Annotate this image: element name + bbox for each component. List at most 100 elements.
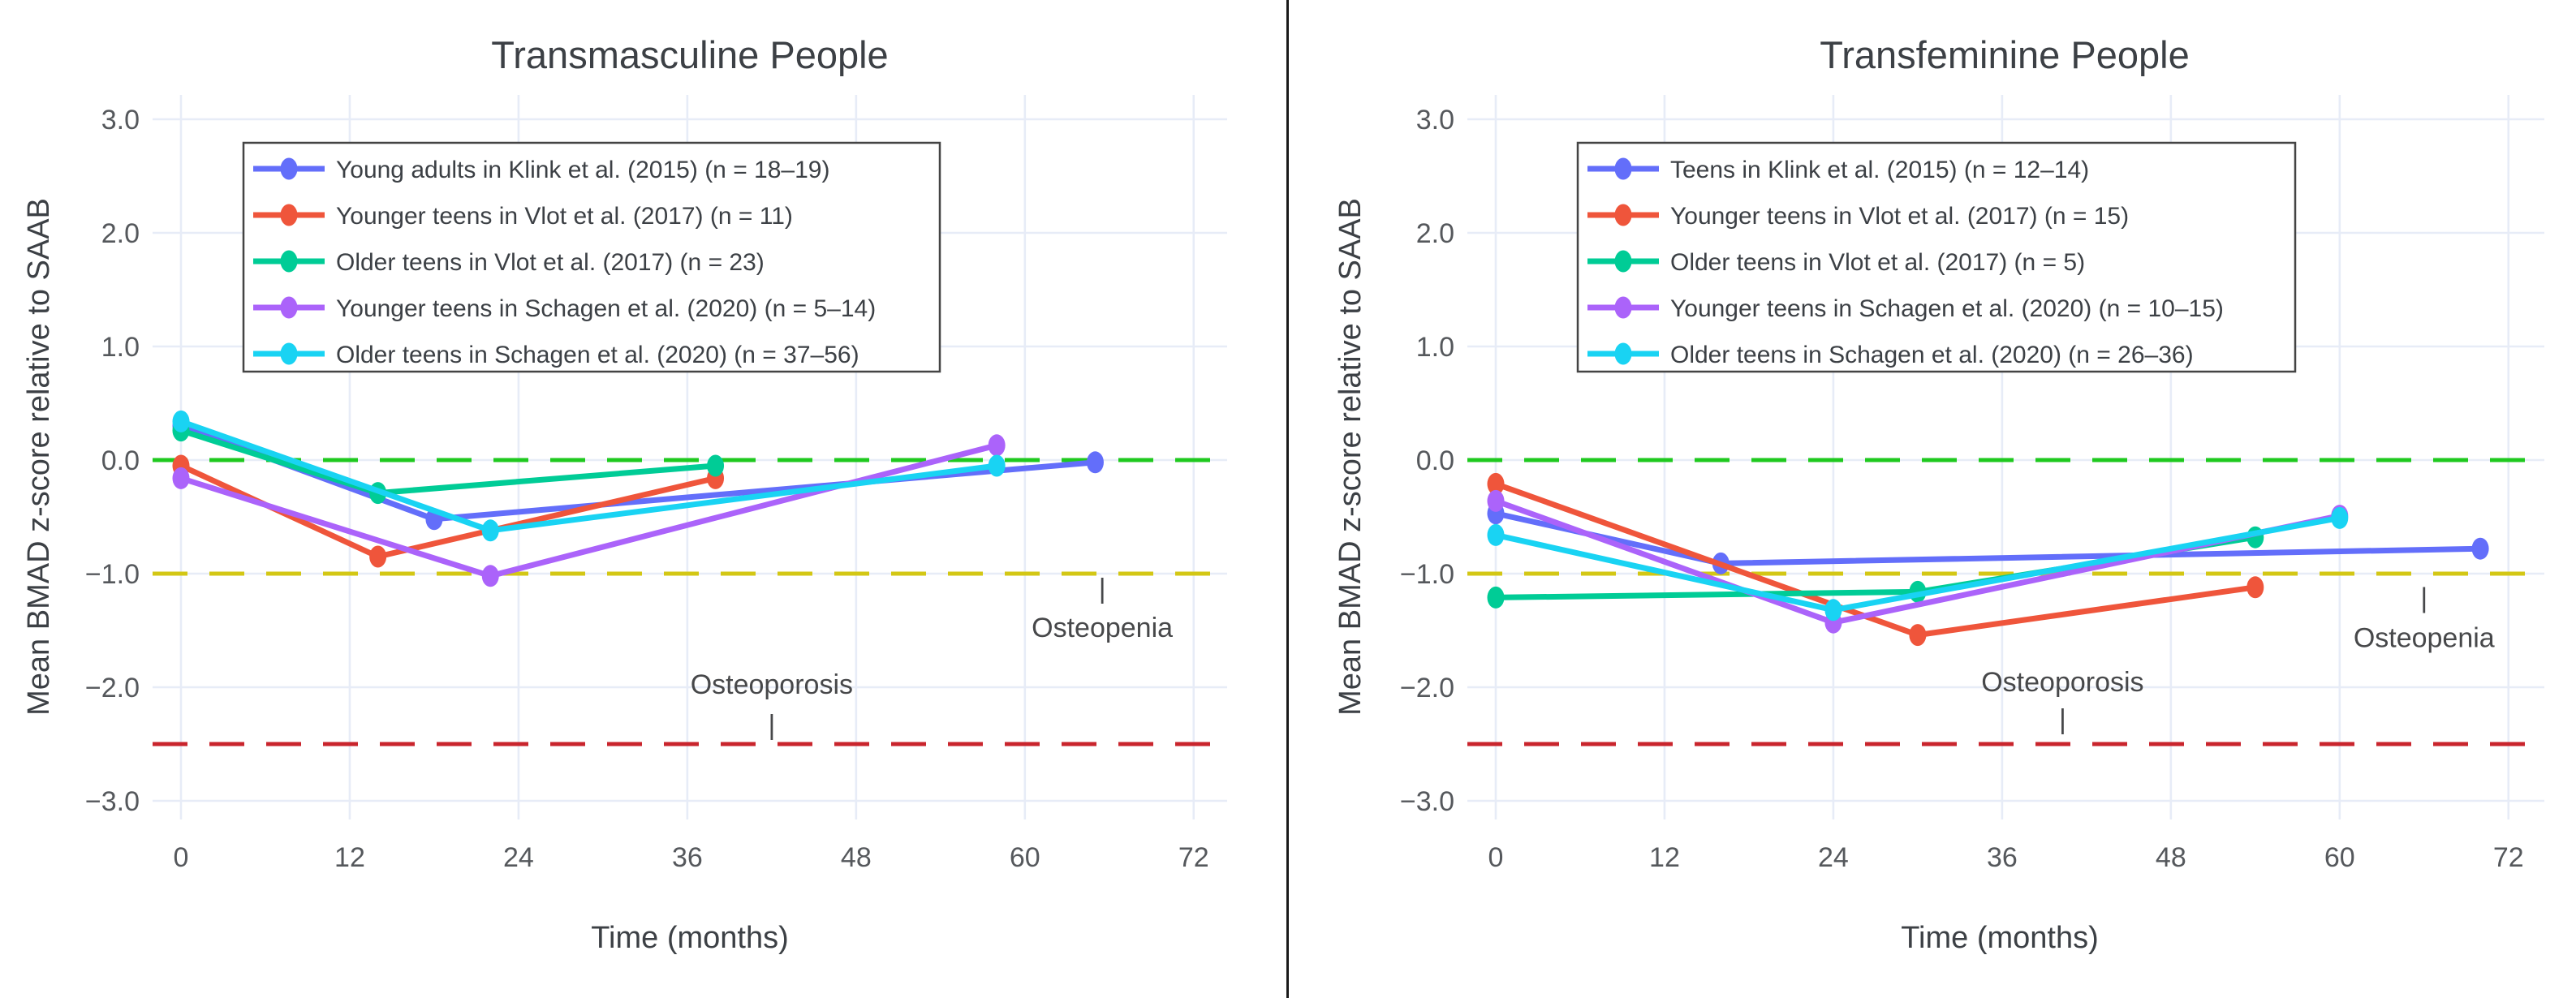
annotation-tick: |: [2059, 704, 2066, 735]
legend-item-label: Younger teens in Schagen et al. (2020) (…: [1670, 295, 2224, 322]
y-tick-label: 0.0: [1416, 445, 1454, 476]
legend-box: [1576, 141, 2297, 373]
legend-item-label: Younger teens in Vlot et al. (2017) (n =…: [1670, 203, 2129, 230]
legend-item-label: Teens in Klink et al. (2015) (n = 12–14): [1670, 157, 2089, 183]
chart-panel-transfeminine: 3.0 2.0 1.0 0.0 −1.0 −2.0 −3.0 0 12 24 36 48 60 72 Tra…: [1288, 0, 2576, 998]
x-tick-label: 60: [1010, 842, 1040, 873]
legend-marker: [1614, 204, 1632, 226]
y-tick-label: −3.0: [1400, 786, 1454, 817]
data-point-marker: [172, 410, 190, 432]
legend-marker: [1614, 342, 1632, 365]
y-axis-title: Mean BMAD z-score relative to SAAB: [22, 198, 56, 716]
y-tick-label: 0.0: [101, 445, 140, 476]
annotation-label: Osteoporosis: [691, 669, 853, 700]
legend-marker: [280, 296, 298, 319]
annotation-tick: |: [2420, 583, 2427, 613]
x-tick-label: 48: [2156, 842, 2186, 873]
y-tick-label: 2.0: [101, 218, 140, 249]
legend-item-0[interactable]: Young adults in Klink et al. (2015) (n =…: [253, 157, 829, 183]
data-point-marker: [1086, 451, 1104, 474]
legend-marker: [280, 204, 298, 226]
x-tick-label: 72: [1178, 842, 1209, 873]
legend-item-3[interactable]: Younger teens in Schagen et al. (2020) (…: [253, 295, 876, 322]
x-tick-label: 60: [2324, 842, 2355, 873]
legend-item-2[interactable]: Older teens in Vlot et al. (2017) (n = 2…: [253, 249, 765, 276]
y-tick-label: −3.0: [85, 786, 140, 817]
x-tick-label: 24: [1818, 842, 1849, 873]
legend-item-3[interactable]: Younger teens in Schagen et al. (2020) (…: [1587, 295, 2224, 322]
legend-item-label: Younger teens in Vlot et al. (2017) (n =…: [336, 203, 793, 230]
legend-item-label: Older teens in Schagen et al. (2020) (n …: [336, 342, 859, 368]
data-point-marker: [369, 545, 387, 568]
annotation-label: Osteoporosis: [1981, 667, 2143, 698]
x-tick-label: 12: [1649, 842, 1680, 873]
y-tick-label: 3.0: [1416, 105, 1454, 136]
annotation-tick: |: [768, 710, 775, 741]
legend-item-2[interactable]: Older teens in Vlot et al. (2017) (n = 5…: [1587, 249, 2085, 276]
legend: Young adults in Klink et al. (2015) (n =…: [242, 141, 941, 373]
x-tick-label: 72: [2493, 842, 2524, 873]
data-point-marker: [988, 434, 1006, 457]
y-axis-title: Mean BMAD z-score relative to SAAB: [1333, 198, 1368, 716]
x-axis-title: Time (months): [591, 921, 789, 955]
series-4: [172, 410, 1006, 542]
legend-marker: [280, 250, 298, 273]
annotation-label: Osteopenia: [1032, 613, 1173, 643]
y-tick-label: −2.0: [85, 673, 140, 703]
legend-box: [242, 141, 941, 373]
annotation-tick: |: [1099, 574, 1106, 604]
y-tick-label: −2.0: [1400, 673, 1454, 703]
legend-item-4[interactable]: Older teens in Schagen et al. (2020) (n …: [253, 342, 859, 368]
series-3: [172, 434, 1006, 587]
x-tick-label: 12: [334, 842, 365, 873]
legend-item-label: Older teens in Schagen et al. (2020) (n …: [1670, 342, 2194, 368]
legend-item-label: Older teens in Vlot et al. (2017) (n = 2…: [336, 249, 765, 276]
data-point-marker: [707, 454, 725, 477]
line-chart-transfeminine: 3.0 2.0 1.0 0.0 −1.0 −2.0 −3.0 0 12 24 36 48 60 72 Tra…: [1333, 33, 2544, 955]
data-point-marker: [1909, 624, 1927, 647]
legend-item-4[interactable]: Older teens in Schagen et al. (2020) (n …: [1587, 342, 2194, 368]
x-axis-title: Time (months): [1901, 921, 2099, 955]
x-tick-label: 24: [503, 842, 534, 873]
legend-item-label: Older teens in Vlot et al. (2017) (n = 5…: [1670, 249, 2085, 276]
series-4: [1487, 506, 2349, 622]
legend-item-1[interactable]: Younger teens in Vlot et al. (2017) (n =…: [1587, 203, 2129, 230]
annotation-label: Osteopenia: [2354, 622, 2495, 653]
y-tick-label: −1.0: [85, 559, 140, 590]
y-tick-label: 1.0: [1416, 332, 1454, 363]
series-line: [1495, 534, 2256, 600]
legend-marker: [1614, 157, 1632, 180]
data-point-marker: [2331, 506, 2349, 529]
legend-marker: [1614, 296, 1632, 319]
legend-marker: [280, 157, 298, 180]
data-point-marker: [2471, 537, 2489, 560]
legend-marker: [280, 342, 298, 365]
data-point-marker: [1487, 489, 1505, 512]
x-tick-label: 0: [1488, 842, 1504, 873]
y-tick-label: −1.0: [1400, 559, 1454, 590]
legend: Teens in Klink et al. (2015) (n = 12–14)…: [1576, 141, 2297, 373]
chart-panel-transmasculine: 3.0 2.0 1.0 0.0 −1.0 −2.0 −3.0 0 12 24 36 48 60 72 Tra…: [22, 33, 1227, 955]
data-point-marker: [172, 467, 190, 489]
panel-divider: [1286, 0, 1289, 998]
y-tick-label: 2.0: [1416, 218, 1454, 249]
y-tick-label: 3.0: [101, 105, 140, 136]
legend-item-1[interactable]: Younger teens in Vlot et al. (2017) (n =…: [253, 203, 793, 230]
chart-title: Transmasculine People: [491, 33, 888, 76]
legend-marker: [1614, 250, 1632, 273]
legend-item-label: Younger teens in Schagen et al. (2020) (…: [336, 295, 876, 322]
x-tick-label: 36: [1987, 842, 2018, 873]
data-point-marker: [1487, 472, 1505, 495]
data-point-marker: [1824, 599, 1842, 622]
data-point-marker: [2246, 576, 2264, 599]
x-tick-label: 48: [841, 842, 872, 873]
data-point-marker: [1487, 586, 1505, 609]
data-point-marker: [481, 565, 499, 587]
legend-item-0[interactable]: Teens in Klink et al. (2015) (n = 12–14): [1587, 157, 2089, 183]
x-tick-label: 0: [174, 842, 189, 873]
data-point-marker: [988, 454, 1006, 477]
chart-title: Transfeminine People: [1820, 33, 2189, 76]
data-point-marker: [481, 519, 499, 542]
y-tick-label: 1.0: [101, 332, 140, 363]
